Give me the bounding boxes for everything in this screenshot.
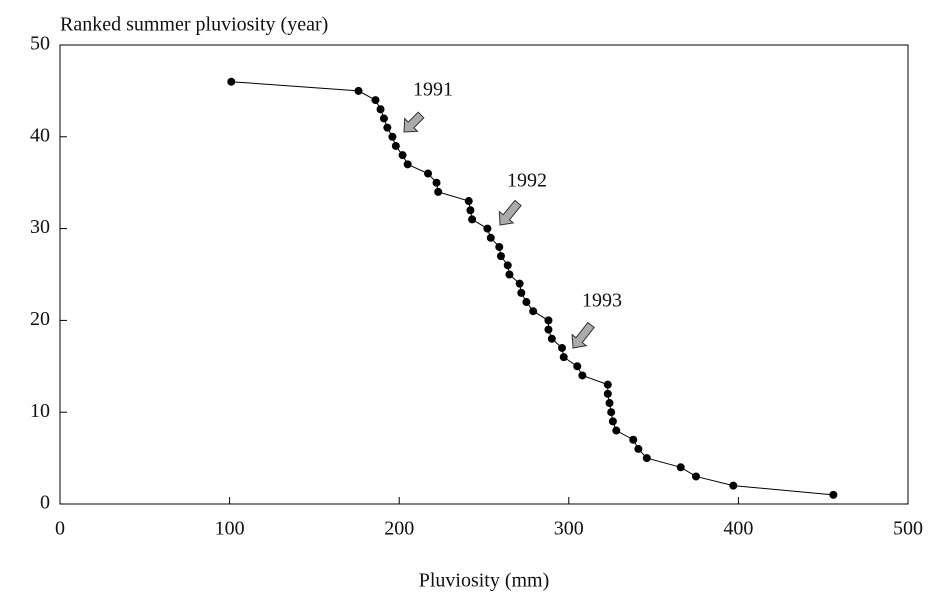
- point: [692, 472, 700, 481]
- point: [383, 123, 392, 132]
- point: [432, 178, 441, 187]
- y-tick-label: 50: [30, 33, 50, 55]
- point: [434, 187, 443, 196]
- x-tick-label: 400: [723, 518, 753, 540]
- x-tick-label: 500: [893, 518, 923, 540]
- point: [522, 298, 531, 307]
- annotation: 1992: [507, 170, 547, 192]
- plot-frame: [59, 44, 909, 505]
- line: [231, 81, 834, 496]
- x-axis-label: Pluviosity (mm): [419, 570, 550, 592]
- x-tick-label: 0: [55, 518, 65, 540]
- y-tick-label: 0: [40, 492, 50, 514]
- annotation: 1993: [582, 290, 622, 312]
- point: [612, 426, 621, 435]
- point: [529, 307, 538, 316]
- point: [398, 151, 407, 160]
- point: [391, 141, 400, 150]
- annotation-arrow: [403, 111, 425, 133]
- point: [547, 334, 556, 343]
- point: [354, 86, 363, 95]
- point: [505, 270, 514, 279]
- point: [517, 288, 526, 297]
- point: [829, 490, 838, 499]
- point: [227, 77, 236, 86]
- x-tick-label: 200: [384, 518, 414, 540]
- point: [379, 114, 388, 123]
- point: [642, 454, 651, 463]
- annotation-arrow: [571, 321, 595, 349]
- point: [486, 233, 495, 242]
- point: [371, 96, 380, 105]
- point: [424, 169, 433, 178]
- point: [603, 389, 612, 398]
- y-tick-label: 30: [30, 216, 50, 238]
- x-tick-label: 300: [554, 518, 584, 540]
- annotation: 1991: [413, 79, 453, 101]
- point: [578, 371, 587, 380]
- point: [544, 316, 553, 325]
- point: [729, 481, 738, 490]
- point: [496, 252, 505, 261]
- y-tick-label: 20: [30, 308, 50, 330]
- point: [544, 325, 553, 334]
- annotation-arrow: [498, 199, 522, 226]
- y-tick-label: 40: [30, 124, 50, 146]
- point: [515, 279, 524, 288]
- point: [573, 362, 582, 371]
- point: [634, 444, 643, 453]
- point: [376, 105, 385, 114]
- point: [466, 206, 475, 215]
- point: [605, 399, 614, 408]
- point: [495, 242, 504, 251]
- point: [629, 435, 638, 444]
- point: [603, 380, 612, 389]
- point: [676, 463, 685, 472]
- point: [464, 197, 473, 206]
- y-tick-label: 10: [30, 400, 50, 422]
- point: [558, 343, 567, 352]
- point: [608, 417, 617, 426]
- point: [468, 215, 477, 224]
- point: [483, 224, 492, 233]
- point: [503, 261, 512, 270]
- x-tick-label: 100: [215, 518, 245, 540]
- point: [388, 132, 397, 141]
- chart-title: Ranked summer pluviosity (year): [60, 14, 328, 36]
- point: [607, 408, 616, 417]
- point: [559, 353, 568, 362]
- point: [403, 160, 412, 169]
